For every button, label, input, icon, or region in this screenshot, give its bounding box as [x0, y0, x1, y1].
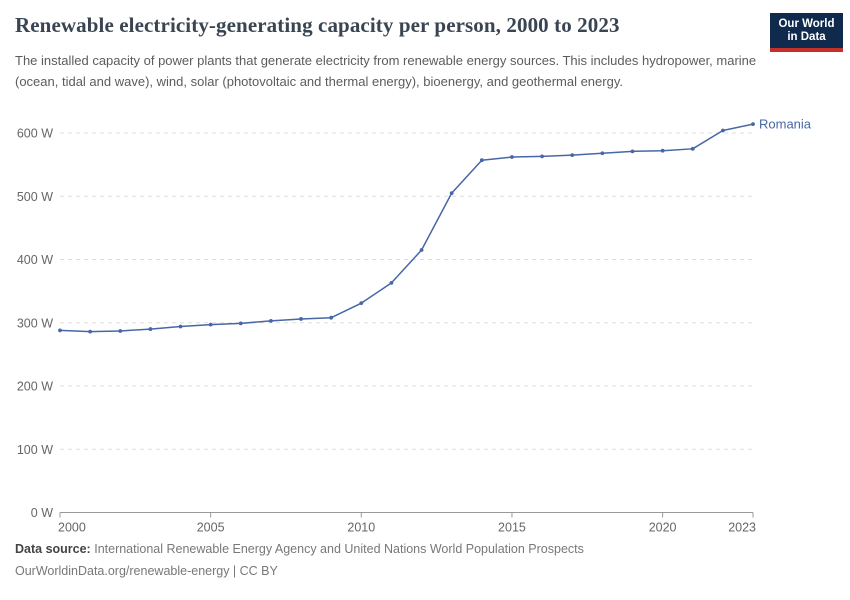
y-tick-label: 300 W	[17, 316, 53, 330]
x-tick-label: 2000	[58, 521, 86, 535]
owid-logo-line2: in Data	[787, 31, 826, 43]
data-source-label: Data source:	[15, 542, 91, 556]
y-tick-label: 0 W	[31, 506, 53, 520]
series-point	[329, 315, 334, 320]
series-point	[208, 322, 213, 327]
y-tick-label: 100 W	[17, 443, 53, 457]
series-point	[238, 321, 243, 326]
series-point	[570, 153, 575, 158]
y-tick-label: 500 W	[17, 190, 53, 204]
owid-logo: Our World in Data	[770, 13, 843, 52]
series-point	[479, 158, 484, 163]
y-tick-label: 400 W	[17, 253, 53, 267]
x-tick-label: 2010	[347, 521, 375, 535]
series-point	[359, 301, 364, 306]
series-point	[299, 317, 303, 321]
data-source-line: Data source: International Renewable Ene…	[15, 538, 584, 560]
x-tick-label: 2005	[197, 521, 225, 535]
series-point	[690, 146, 695, 151]
series-point	[58, 328, 62, 333]
series-point	[178, 324, 183, 329]
footer-url-license[interactable]: OurWorldinData.org/renewable-energy | CC…	[15, 564, 278, 578]
series-line	[59, 123, 754, 333]
chart-subtitle: The installed capacity of power plants t…	[15, 53, 757, 89]
series-point	[630, 149, 635, 154]
y-tick-label: 200 W	[17, 380, 53, 394]
line-chart: 0 W 100 W 200 W 300 W 400 W 500 W 600 W 2000 200…	[17, 117, 812, 535]
series-point	[540, 154, 544, 159]
series-point	[88, 329, 93, 334]
series-label[interactable]: Romania	[759, 117, 812, 132]
series-point	[751, 122, 755, 127]
series-point	[600, 151, 605, 156]
series-point	[148, 327, 153, 331]
y-tick-label: 600 W	[17, 127, 53, 141]
x-tick-label: 2015	[498, 521, 526, 535]
series-point	[660, 148, 665, 153]
x-tick-label: 2020	[649, 521, 677, 535]
series-point	[389, 281, 394, 285]
owid-logo-line1: Our World	[778, 18, 835, 30]
series-point	[269, 318, 273, 323]
x-tick-label: 2023	[728, 521, 756, 535]
series-point	[118, 329, 123, 333]
page-title: Renewable electricity-generating capacit…	[15, 13, 620, 37]
chart-footer: Data source: International Renewable Ene…	[15, 538, 584, 582]
series-point	[419, 248, 424, 252]
series-point	[510, 155, 514, 159]
series-point	[449, 191, 454, 195]
series-point	[720, 128, 725, 133]
data-source-text: International Renewable Energy Agency an…	[94, 542, 584, 556]
